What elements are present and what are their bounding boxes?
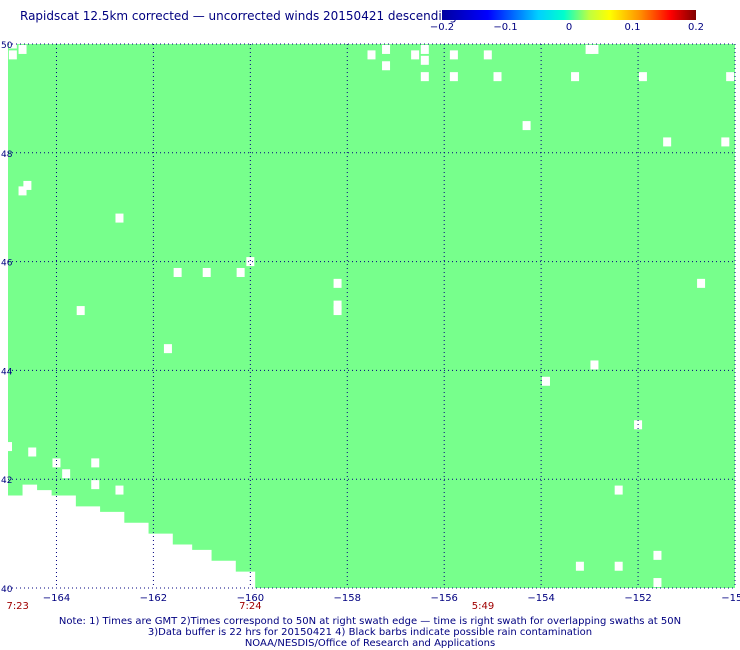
missing-cell [18,44,27,54]
missing-cell [663,137,672,147]
missing-cell [575,561,584,571]
longitude-label: −160 [237,593,264,604]
swath-time-label: 7:24 [239,601,261,612]
missing-cell [721,137,730,147]
missing-cell [382,44,391,54]
missing-cell [4,442,12,452]
missing-cell [585,44,594,54]
missing-cell [653,578,662,588]
missing-cell [614,485,623,495]
missing-cell [493,72,502,82]
missing-cell [522,121,531,131]
missing-cell [76,306,85,316]
missing-cell [697,278,706,288]
latitude-label: 44 [1,367,13,377]
latitude-label: 42 [1,476,12,486]
swath-time-label: 7:23 [6,601,28,612]
missing-cell [52,458,61,468]
longitude-label: −162 [140,593,167,604]
missing-cell [590,44,599,54]
missing-cell [202,267,211,277]
missing-cell [420,44,429,54]
wind-field [8,44,735,588]
longitude-label: −156 [430,593,457,604]
missing-cell [8,50,17,60]
missing-cell [449,72,458,82]
colorbar-tick-label: 0 [565,22,573,33]
latitude-label: 40 [1,585,13,595]
missing-cell [333,278,342,288]
swath-gap [8,484,256,588]
swath-time-label: 5:49 [472,601,494,612]
longitude-label: −150 [721,593,740,604]
missing-cell [420,72,429,82]
missing-cell [541,376,550,386]
missing-cell [483,50,492,60]
missing-cell [62,469,71,479]
missing-cell [333,300,342,310]
missing-cell [91,480,100,490]
missing-cell [115,485,124,495]
note-line-1: Note: 1) Times are GMT 2)Times correspon… [58,616,682,627]
colorbar-tick-label: −0.1 [493,22,518,33]
missing-cell [449,50,458,60]
missing-cell [91,458,100,468]
chart-title: Rapidscat 12.5km corrected — uncorrected… [20,9,457,23]
missing-cell [173,267,182,277]
missing-cell [28,447,37,457]
missing-cell [382,61,391,71]
longitude-label: −152 [624,593,651,604]
missing-cell [420,55,429,65]
missing-cell [246,257,255,267]
latitude-label: 46 [1,259,13,269]
note-line-2: 3)Data buffer is 22 hrs for 20150421 4) … [147,627,593,638]
missing-cell [163,344,172,354]
missing-cell [236,267,245,277]
colorbar-tick-label: −0.2 [429,22,455,33]
missing-cell [653,550,662,560]
colorbar [442,10,696,20]
missing-cell [333,306,342,316]
missing-cell [638,72,647,82]
missing-cell [590,360,599,370]
longitude-label: −154 [527,593,554,604]
missing-cell [614,561,623,571]
colorbar-tick-label: 0.1 [624,22,641,33]
latitude-label: 50 [1,41,13,51]
note-line-3: NOAA/NESDIS/Office of Research and Appli… [244,638,496,649]
missing-cell [411,50,420,60]
colorbar-tick-label: 0.2 [688,22,704,33]
missing-cell [18,186,27,196]
latitude-label: 48 [1,150,13,160]
longitude-label: −164 [43,593,70,604]
missing-cell [726,72,735,82]
longitude-label: −158 [334,593,361,604]
missing-cell [115,213,124,223]
missing-cell [367,50,376,60]
missing-cell [23,180,32,190]
missing-cell [571,72,580,82]
